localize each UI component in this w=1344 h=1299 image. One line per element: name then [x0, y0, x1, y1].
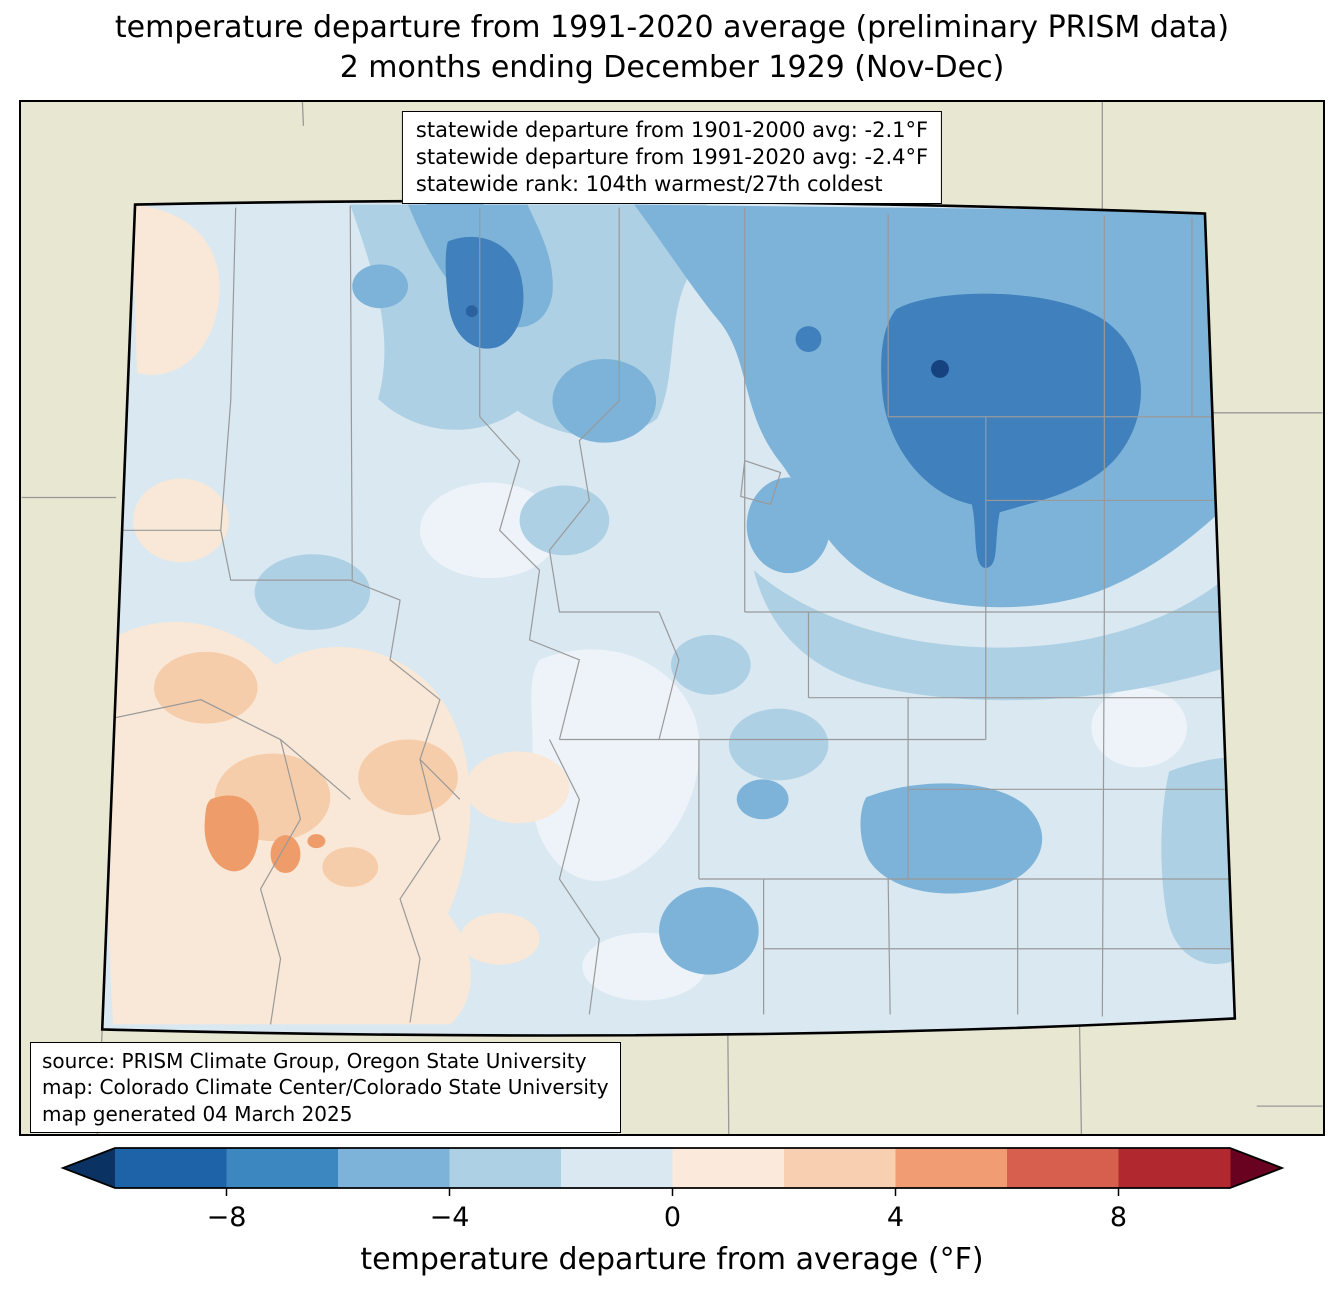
colorbar-segment	[784, 1148, 897, 1188]
cool-anomaly-region	[254, 554, 371, 630]
cool-anomaly-region	[728, 708, 829, 781]
figure-title: temperature departure from 1991-2020 ave…	[0, 8, 1344, 88]
colorbar-segment	[115, 1148, 228, 1188]
colorbar-over-arrow	[1230, 1148, 1282, 1188]
cool-anomaly-region	[1161, 757, 1235, 964]
title-line-1: temperature departure from 1991-2020 ave…	[114, 10, 1230, 45]
title-line-2: 2 months ending December 1929 (Nov-Dec)	[339, 49, 1005, 85]
colorbar-segment	[561, 1148, 674, 1188]
colorbar-segment	[895, 1148, 1008, 1188]
cold-anomaly-region	[424, 200, 485, 228]
coldest-core-northcentral	[445, 236, 524, 349]
warm-anomaly-region	[154, 651, 258, 724]
warm-anomaly-region	[465, 751, 570, 824]
source-credit-box: source: PRISM Climate Group, Oregon Stat…	[30, 1042, 621, 1134]
temperature-regions	[102, 200, 1235, 1036]
cold-anomaly-region	[746, 477, 831, 574]
stat-line: statewide departure from 1991-2020 avg: …	[415, 144, 929, 169]
map-axes	[19, 100, 1325, 1136]
cool-anomaly-region	[753, 570, 1235, 701]
cold-anomaly-region	[552, 359, 657, 443]
warmest-spot	[270, 835, 301, 874]
colorbar-tick-label: 4	[887, 1202, 904, 1233]
coldest-dot	[930, 360, 949, 378]
warm-anomaly-region	[133, 478, 229, 563]
warmest-spot	[307, 834, 326, 849]
stat-line: statewide rank: 104th warmest/27th colde…	[415, 171, 883, 196]
stat-line: statewide departure from 1901-2000 avg: …	[415, 118, 929, 142]
colorbar-segment	[1118, 1148, 1231, 1188]
warm-anomaly-region	[358, 739, 458, 816]
cold-anomaly-region	[659, 886, 759, 975]
colorbar-segment	[338, 1148, 451, 1188]
cold-anomaly-region	[352, 264, 409, 309]
warmest-spot	[204, 795, 259, 872]
colorbar: −8 −4 0 4 8	[0, 1140, 1344, 1240]
colorbar-scale: −8 −4 0 4 8	[60, 1147, 1285, 1233]
warm-anomaly-region	[133, 204, 220, 375]
colorbar-axis-label: temperature departure from average (°F)	[360, 1242, 984, 1277]
colorbar-under-arrow	[63, 1148, 115, 1188]
cold-anomaly-region-south	[860, 783, 1043, 894]
warm-anomaly-region	[322, 847, 379, 887]
colorado-anomaly-map	[21, 102, 1323, 1134]
cool-anomaly-region	[519, 485, 610, 556]
colorbar-outline	[60, 1147, 1285, 1189]
coldest-dot	[465, 305, 478, 318]
colorbar-segment	[672, 1148, 785, 1188]
colorbar-tick-label: 8	[1110, 1202, 1127, 1233]
near-zero-region	[1091, 687, 1188, 768]
coldest-core-northeast	[881, 293, 1141, 569]
colorbar-segment	[1007, 1148, 1120, 1188]
coldest-spot	[795, 326, 822, 353]
cool-anomaly-region	[671, 634, 751, 695]
statewide-stats-box: statewide departure from 1901-2000 avg: …	[401, 111, 943, 204]
source-line: map generated 04 March 2025	[42, 1101, 353, 1126]
source-line: map: Colorado Climate Center/Colorado St…	[42, 1075, 609, 1100]
colorbar-tick-label: −8	[207, 1202, 247, 1233]
colorbar-tick-label: 0	[664, 1202, 681, 1233]
source-line: source: PRISM Climate Group, Oregon Stat…	[42, 1049, 587, 1073]
colorbar-segment	[449, 1148, 562, 1188]
warm-anomaly-region	[459, 912, 540, 965]
colorbar-tick-label: −4	[430, 1202, 470, 1233]
county-borders	[106, 205, 1235, 1025]
colorbar-segment	[226, 1148, 339, 1188]
cold-anomaly-region	[736, 779, 789, 820]
